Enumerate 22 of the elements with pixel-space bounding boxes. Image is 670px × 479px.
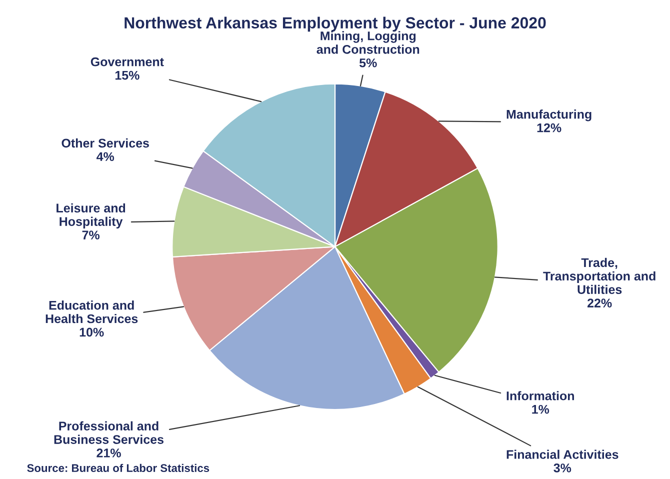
slice-label: Education and Health Services — [46, 300, 138, 324]
slice-label: Other Services — [62, 138, 149, 148]
data-label: 1% — [532, 404, 550, 414]
data-label: 15% — [115, 70, 140, 80]
data-label: 12% — [537, 123, 562, 132]
source-note: Source: Bureau of Labor Statistics — [27, 464, 210, 472]
data-label: 22% — [587, 298, 612, 308]
data-label: 10% — [80, 328, 104, 337]
slice-label: Trade, Transportation and Utilities — [543, 258, 656, 294]
data-label: 21% — [96, 448, 121, 458]
chart-title: Northwest Arkansas Employment by Sector - June 2020 — [124, 16, 546, 32]
slice-label: Manufacturing — [506, 110, 592, 122]
slice-label: Professional and Business Services — [54, 421, 164, 444]
data-label: 7% — [82, 230, 100, 240]
slice-label: Leisure and Hospitality — [56, 203, 126, 228]
slice-label: Financial Activities — [506, 450, 618, 459]
data-label: 3% — [554, 464, 572, 472]
data-label: 4% — [96, 152, 114, 162]
slice-label: Government — [90, 57, 164, 66]
slice-label: Information — [506, 391, 574, 400]
slice-label: Mining, Logging and Construction — [316, 31, 420, 54]
data-label: 5% — [359, 58, 377, 68]
